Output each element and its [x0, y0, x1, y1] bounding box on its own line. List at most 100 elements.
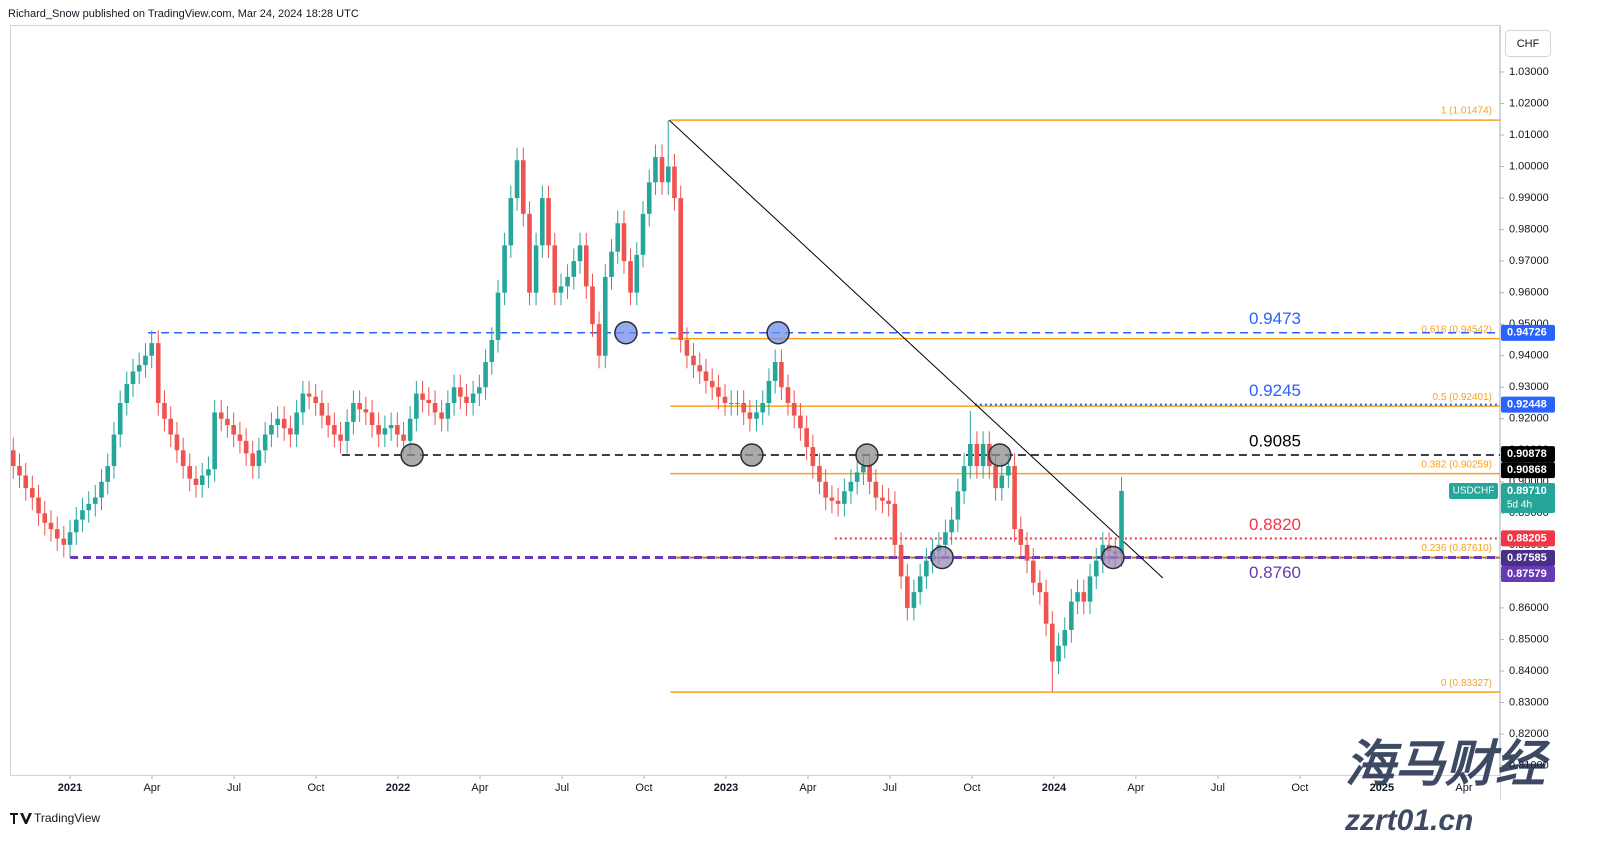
- candle-body: [678, 198, 684, 340]
- price-tag-label: 0.90868: [1507, 464, 1547, 476]
- candle-body: [1006, 466, 1011, 476]
- candle-body: [634, 254, 640, 293]
- price-tag: [1501, 530, 1555, 547]
- candle-body: [464, 396, 469, 403]
- y-tick-label: 0.93000: [1509, 381, 1549, 393]
- candle-body: [288, 428, 293, 435]
- candle-body: [697, 365, 703, 372]
- candle-body: [779, 362, 784, 388]
- candle-body: [155, 343, 161, 403]
- candle-body: [999, 475, 1005, 489]
- candle-body: [722, 396, 728, 403]
- x-tick-label: Oct: [307, 782, 324, 794]
- candle-body: [10, 450, 16, 467]
- candle-body: [294, 412, 299, 435]
- footer-brand: TradingView: [34, 811, 100, 825]
- candle-body: [943, 532, 948, 545]
- candle-body: [798, 415, 803, 429]
- candle-body: [835, 500, 841, 504]
- candle-body: [854, 472, 860, 482]
- candle-body: [886, 500, 891, 504]
- candle-body: [533, 245, 539, 293]
- candle-body: [124, 384, 130, 403]
- price-tag: [1501, 462, 1555, 479]
- candle-body: [73, 519, 79, 533]
- candle-body: [136, 365, 142, 372]
- candle-body: [275, 418, 280, 426]
- candle-body: [754, 412, 759, 419]
- candle-body: [640, 213, 646, 255]
- y-tick-label: 0.97000: [1509, 255, 1549, 267]
- fib-label: 0.5 (0.92401): [1433, 392, 1493, 403]
- touch-marker: [1101, 545, 1125, 570]
- candle-body: [439, 412, 444, 419]
- header: Richard_Snow published on TradingView.co…: [8, 8, 359, 20]
- candle-body: [1075, 592, 1080, 602]
- candle-body: [691, 355, 696, 366]
- candle-body: [344, 421, 350, 441]
- touch-marker: [988, 443, 1012, 467]
- candle-body: [23, 475, 29, 489]
- x-tick-label: Jul: [883, 782, 897, 794]
- candle-body: [728, 402, 734, 404]
- candle-body: [1062, 629, 1068, 646]
- candle-body: [61, 538, 67, 545]
- x-tick-label: 2022: [386, 782, 410, 794]
- y-tick-label: 1.01000: [1509, 129, 1549, 141]
- candle-body: [325, 415, 331, 426]
- candle-body: [583, 245, 589, 287]
- x-tick-label: Apr: [1455, 782, 1472, 794]
- price-tag-label: 0.89710: [1507, 485, 1547, 497]
- candle-body: [42, 513, 48, 523]
- candle-body: [174, 434, 180, 451]
- candle-body: [86, 503, 92, 511]
- y-tick-label: 0.85000: [1509, 633, 1549, 645]
- x-tick-label: Jul: [1211, 782, 1225, 794]
- candle-body: [1093, 560, 1099, 577]
- plot-frame: [10, 25, 1500, 776]
- candle-body: [766, 380, 772, 403]
- candle-body: [162, 402, 167, 419]
- candle-body: [590, 286, 595, 325]
- candle-body: [445, 402, 451, 419]
- candle-body: [30, 488, 35, 498]
- currency-box[interactable]: [1505, 30, 1551, 57]
- candle-body: [1043, 592, 1049, 624]
- candle-body: [804, 428, 809, 448]
- candle-body: [968, 443, 973, 467]
- y-tick-label: 0.99000: [1509, 192, 1549, 204]
- candle-body: [772, 362, 778, 381]
- candle-body: [842, 491, 847, 504]
- candle-body: [495, 292, 501, 340]
- candle-body: [262, 434, 268, 451]
- candle-body: [615, 223, 621, 252]
- y-tick-label: 0.83000: [1509, 696, 1549, 708]
- level-label: 0.8760: [1249, 563, 1301, 582]
- candle-body: [540, 198, 545, 246]
- level-label: 0.9245: [1249, 381, 1301, 400]
- candle-body: [628, 261, 633, 293]
- candle-body: [665, 166, 671, 183]
- candle-body: [571, 261, 577, 277]
- candle-body: [684, 339, 690, 356]
- candle-body: [187, 466, 193, 479]
- candle-body: [382, 428, 388, 435]
- y-tick-label: 1.03000: [1509, 66, 1549, 78]
- candle-body: [458, 387, 463, 397]
- candle-body: [351, 402, 356, 422]
- watermark-cn: 海马财经: [1345, 736, 1551, 792]
- candle-body: [67, 532, 73, 545]
- candle-body: [810, 447, 816, 467]
- candle-body: [993, 466, 998, 489]
- price-tag-label: 0.94726: [1507, 327, 1547, 339]
- fib-label: 1 (1.01474): [1441, 106, 1492, 117]
- candle-body: [709, 380, 715, 388]
- footer-logo: [10, 813, 32, 824]
- candle-body: [80, 510, 85, 520]
- y-tick-label: 0.96000: [1509, 287, 1549, 299]
- candle-body: [225, 418, 230, 426]
- candle-body: [338, 434, 343, 441]
- candle-body: [905, 576, 910, 608]
